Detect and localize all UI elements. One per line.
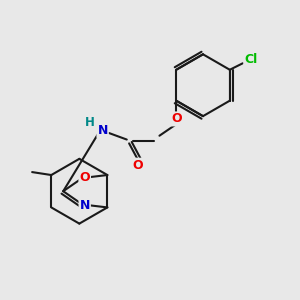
Text: N: N: [80, 199, 90, 212]
Text: O: O: [133, 159, 143, 172]
Text: N: N: [98, 124, 108, 137]
Text: Cl: Cl: [244, 53, 258, 66]
Text: H: H: [85, 116, 95, 129]
Text: O: O: [80, 171, 90, 184]
Text: O: O: [171, 112, 181, 125]
